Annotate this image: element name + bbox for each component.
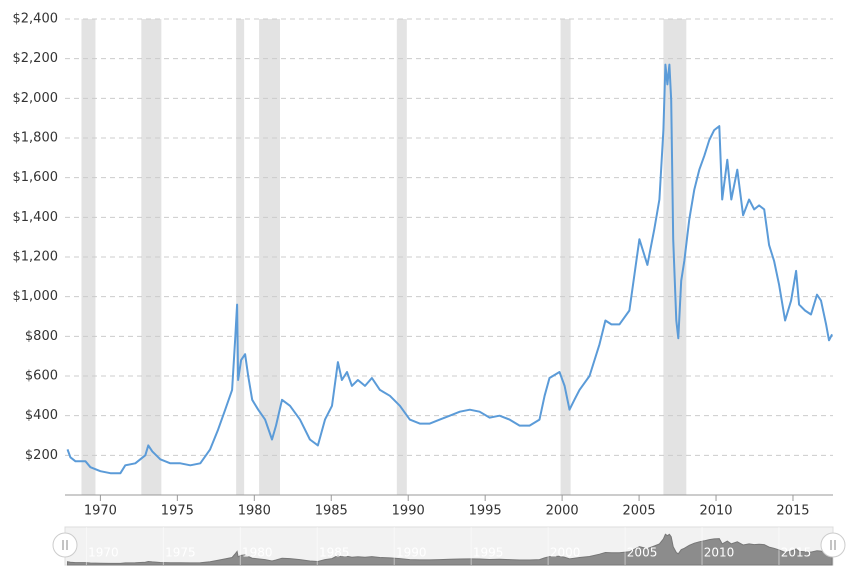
x-tick-label: 2005 (623, 504, 656, 519)
x-tick-label: 2010 (699, 504, 732, 519)
navigator-tick-label: 1975 (165, 546, 196, 560)
x-tick-label: 1980 (238, 504, 271, 519)
price-line (66, 63, 833, 475)
x-tick-label: 1990 (392, 504, 425, 519)
navigator-handle[interactable] (820, 532, 846, 558)
y-tick-label: $400 (25, 408, 58, 423)
navigator-tick-label: 2015 (781, 546, 812, 560)
y-tick-label: $2,200 (13, 51, 59, 66)
navigator-area (67, 533, 833, 566)
y-tick-label: $200 (25, 448, 58, 463)
y-tick-label: $800 (25, 329, 58, 344)
y-tick-label: $1,600 (13, 170, 59, 185)
x-tick-label: 2015 (776, 504, 809, 519)
y-tick-label: $1,000 (13, 289, 59, 304)
y-tick-label: $1,400 (13, 210, 59, 225)
handle-circle[interactable] (820, 532, 846, 558)
navigator-tick-label: 2005 (627, 546, 658, 560)
y-tick-label: $1,800 (13, 131, 59, 146)
y-tick-label: $1,200 (13, 250, 59, 265)
x-tick-label: 1970 (84, 504, 117, 519)
x-tick-label: 1995 (469, 504, 502, 519)
navigator-tick-label: 1980 (242, 546, 273, 560)
y-tick-label: $2,000 (13, 91, 59, 106)
handle-circle[interactable] (52, 532, 78, 558)
navigator-handle[interactable] (52, 532, 78, 558)
plot-area: $200 $400 $600 $800 $1,000 $1,200 $1,400 $1,600… (13, 12, 833, 519)
navigator-tick-label: 1995 (473, 546, 504, 560)
navigator-tick-label: 2000 (550, 546, 581, 560)
y-tick-label: $600 (25, 369, 58, 384)
x-tick-label: 1975 (161, 504, 194, 519)
y-tick-label: $2,400 (13, 12, 59, 27)
recession-band (560, 19, 571, 495)
navigator-tick-label: 1985 (319, 546, 350, 560)
navigator-tick-label: 1990 (396, 546, 427, 560)
navigator: 1970 1975 1980 1985 1990 1995 2000 2005 2010 2015 (52, 526, 846, 566)
navigator-tick-label: 2010 (704, 546, 735, 560)
x-tick-label: 2000 (546, 504, 579, 519)
navigator-tick-label: 1970 (88, 546, 119, 560)
x-tick-label: 1985 (315, 504, 348, 519)
